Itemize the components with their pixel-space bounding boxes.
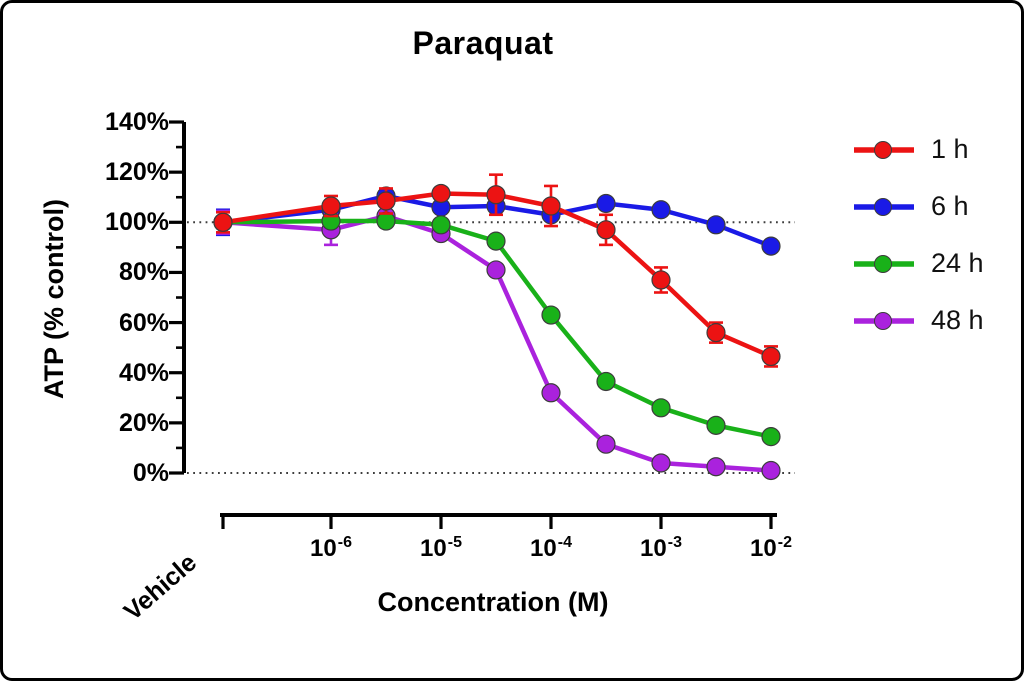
data-point: [761, 346, 781, 367]
legend-item: 1 h: [853, 121, 1023, 178]
legend-item: 48 h: [853, 292, 1023, 349]
legend-label: 1 h: [931, 134, 969, 164]
data-point: [431, 183, 451, 204]
series-line-48h: [222, 213, 772, 473]
x-tick-label: 10-6: [310, 534, 352, 562]
data-point: [596, 220, 616, 240]
data-point: [596, 371, 616, 392]
data-point: [761, 427, 781, 447]
y-tick-label: 60%: [118, 308, 169, 337]
legend-marker-icon: [854, 197, 914, 216]
chart-title: Paraquat: [412, 25, 554, 61]
legend-item: 6 h: [853, 178, 1023, 235]
data-point: [651, 200, 671, 220]
series-line-24h: [222, 218, 772, 439]
data-point: [651, 398, 671, 418]
x-tick-label: 10-3: [640, 534, 682, 562]
y-tick-label: 0%: [132, 459, 169, 487]
data-point: [706, 415, 726, 435]
data-point: [596, 434, 616, 454]
data-point: [761, 460, 781, 481]
data-point: [706, 215, 726, 235]
data-point: [541, 383, 561, 403]
data-point: [706, 457, 726, 477]
plot-area: [169, 120, 795, 529]
data-point: [541, 196, 561, 216]
x-tick-label: 10-4: [530, 534, 572, 562]
legend-marker-icon: [854, 311, 914, 330]
legend-label: 6 h: [931, 191, 969, 221]
x-tick-label: 10-5: [420, 534, 462, 562]
legend-label: 48 h: [931, 305, 984, 335]
data-point: [651, 453, 671, 473]
data-point: [651, 270, 671, 290]
data-point: [376, 191, 396, 211]
data-point: [486, 260, 506, 280]
data-point: [761, 236, 781, 256]
y-tick-label: 80%: [118, 258, 169, 287]
data-point: [486, 231, 506, 251]
legend-marker-icon: [854, 254, 914, 273]
series-line-1h: [222, 191, 772, 359]
data-point: [541, 305, 561, 325]
data-point: [706, 323, 726, 343]
data-point: [213, 212, 233, 232]
legend: 1 h 6 h 24 h 48 h: [853, 121, 1023, 349]
data-point: [431, 215, 451, 235]
data-point: [321, 196, 341, 216]
y-tick-label: 120%: [105, 158, 169, 187]
x-tick-label: 10-2: [750, 534, 792, 562]
y-tick-label: 100%: [105, 208, 169, 237]
y-tick-label: 140%: [105, 108, 169, 137]
legend-label: 24 h: [931, 248, 984, 278]
y-tick-label: 20%: [118, 408, 169, 437]
legend-item: 24 h: [853, 235, 1023, 292]
legend-marker-icon: [854, 140, 914, 159]
data-point: [596, 193, 616, 214]
y-tick-label: 40%: [118, 358, 169, 387]
x-axis-title: Concentration (M): [377, 587, 609, 617]
data-point: [486, 185, 506, 205]
